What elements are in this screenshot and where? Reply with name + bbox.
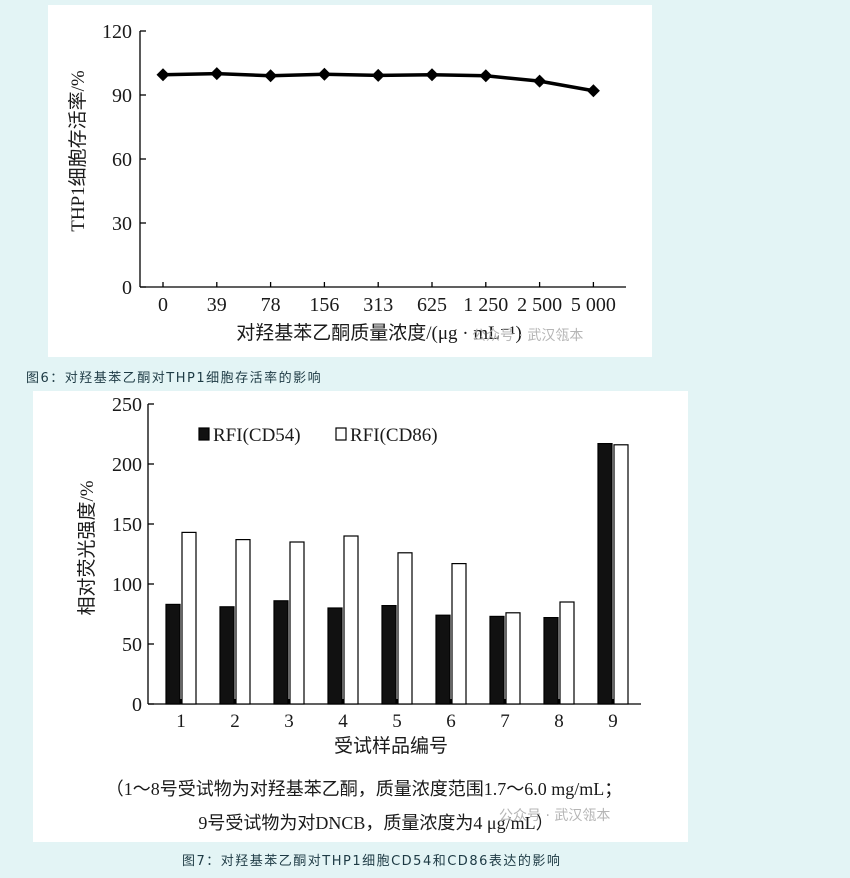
f6-data-point	[533, 74, 547, 88]
f7-bar-cd86	[289, 541, 305, 705]
f6-data-point	[317, 67, 331, 81]
figure6-caption: 图6：对羟基苯乙酮对THP1细胞存活率的影响	[26, 371, 323, 386]
f7-y-tick-label: 0	[132, 694, 142, 716]
f6-x-tick-label: 78	[261, 294, 281, 316]
f7-watermark: 公众号 · 武汉瓴本	[499, 808, 610, 824]
f7-bar-cd86	[451, 563, 467, 705]
f6-data-point	[264, 69, 278, 83]
f6-x-tick-label: 0	[158, 294, 168, 316]
f7-bar-cd54	[381, 605, 397, 705]
f6-x-tick-label: 625	[417, 294, 447, 316]
f7-note-line1: （1～8号受试物为对羟基苯乙酮，质量浓度范围1.7～6.0 mg/mL；	[106, 779, 623, 799]
f6-x-tick-label: 2 500	[517, 294, 562, 316]
f7-bar-cd54	[543, 617, 559, 705]
f6-data-point	[586, 84, 600, 98]
f7-x-tick-label: 5	[392, 711, 402, 732]
f7-legend-swatch-0	[198, 427, 210, 441]
f6-x-tick-label: 1 250	[463, 294, 508, 316]
figure6-line-chart: THP1细胞存活率/% 对羟基苯乙酮质量浓度/(μg · mL⁻¹) 公众号 ·…	[67, 21, 626, 344]
f7-bar-cd86	[505, 612, 521, 705]
f6-y-tick-label: 60	[112, 149, 132, 171]
f7-y-tick-label: 50	[122, 634, 142, 656]
f7-y-axis-label: 相对荧光强度/%	[76, 480, 98, 615]
f6-x-tick-label: 313	[363, 294, 393, 316]
f6-y-tick-label: 30	[112, 213, 132, 235]
figure7-caption: 图7：对羟基苯乙酮对THP1细胞CD54和CD86表达的影响	[182, 854, 562, 869]
f7-bar-cd54	[273, 600, 289, 705]
figure7-bar-chart: 相对荧光强度/% 受试样品编号 （1～8号受试物为对羟基苯乙酮，质量浓度范围1.…	[76, 394, 641, 833]
f6-data-point	[371, 68, 385, 82]
f7-bar-cd54	[489, 615, 505, 705]
f7-y-tick-label: 150	[112, 514, 142, 536]
f7-legend-label-0: RFI(CD54)	[213, 425, 301, 446]
f7-y-tick-label: 250	[112, 394, 142, 416]
figure7-panel: 相对荧光强度/% 受试样品编号 （1～8号受试物为对羟基苯乙酮，质量浓度范围1.…	[33, 391, 688, 842]
f7-x-tick-label: 8	[554, 711, 564, 732]
f6-y-tick-label: 0	[122, 277, 132, 299]
f7-note-line2: 9号受试物为对DNCB，质量浓度为4 μg/mL）	[198, 813, 553, 833]
f7-bar-cd54	[165, 603, 181, 705]
f6-data-point	[479, 69, 493, 83]
f6-y-axis-label: THP1细胞存活率/%	[67, 70, 89, 232]
f6-y-tick-label: 90	[112, 85, 132, 107]
f7-y-tick-label: 100	[112, 574, 142, 596]
f7-bar-cd54	[597, 442, 613, 705]
f6-x-tick-label: 5 000	[571, 294, 616, 316]
f7-bar-cd86	[235, 539, 251, 705]
f7-legend-label-1: RFI(CD86)	[350, 425, 438, 446]
f7-x-axis-label: 受试样品编号	[334, 735, 448, 757]
f7-x-tick-label: 2	[230, 711, 240, 732]
f7-bar-cd86	[181, 531, 197, 705]
f6-y-tick-label: 120	[102, 21, 132, 43]
f7-bar-cd54	[435, 614, 451, 705]
f7-legend-swatch-1	[335, 427, 347, 441]
f6-x-axis-label: 对羟基苯乙酮质量浓度/(μg · mL⁻¹)	[236, 322, 522, 344]
f6-x-tick-label: 156	[309, 294, 339, 316]
f7-x-tick-label: 6	[446, 711, 456, 732]
f7-bar-cd86	[397, 552, 413, 705]
f7-bar-cd86	[343, 535, 359, 705]
f7-y-tick-label: 200	[112, 454, 142, 476]
f6-watermark: 公众号 · 武汉瓴本	[472, 328, 583, 344]
f7-x-tick-label: 4	[338, 711, 348, 732]
figure6-panel: THP1细胞存活率/% 对羟基苯乙酮质量浓度/(μg · mL⁻¹) 公众号 ·…	[48, 5, 652, 357]
f7-x-tick-label: 7	[500, 711, 510, 732]
f6-data-point	[425, 68, 439, 82]
f7-bar-cd54	[327, 607, 343, 705]
f6-data-point	[210, 67, 224, 81]
f7-bar-cd86	[613, 444, 629, 705]
f7-x-tick-label: 1	[176, 711, 186, 732]
f7-x-tick-label: 9	[608, 711, 618, 732]
f6-x-tick-label: 39	[207, 294, 227, 316]
f7-bar-cd54	[219, 606, 235, 705]
f6-data-point	[156, 68, 170, 82]
f7-x-tick-label: 3	[284, 711, 294, 732]
f7-bar-cd86	[559, 601, 575, 705]
